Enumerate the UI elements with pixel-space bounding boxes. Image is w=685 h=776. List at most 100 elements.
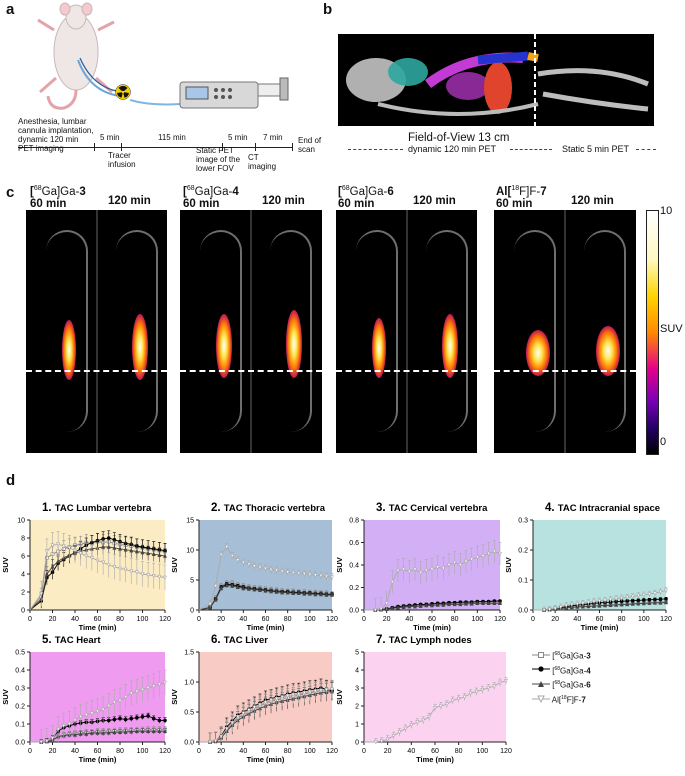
- pet-image-tracer-3: [26, 210, 167, 453]
- timeline-step-static-pet: Static PET image of the lower FOV: [196, 146, 241, 173]
- data-point: [146, 728, 151, 733]
- data-point: [468, 691, 473, 696]
- data-point: [413, 604, 417, 609]
- data-point: [564, 603, 569, 609]
- x-tick-label: 60: [94, 616, 102, 623]
- x-axis-label: Time (min): [247, 755, 285, 764]
- x-tick-label: 20: [384, 748, 392, 755]
- x-tick-label: 100: [471, 616, 483, 623]
- panel-label-d: d: [6, 472, 16, 489]
- legend-item: Al[18F]F-7: [532, 692, 591, 707]
- x-axis-label: Time (min): [79, 623, 117, 632]
- y-tick-label: 1.5: [184, 650, 194, 657]
- tac-chart: 7. TAC Lymph nodes 0 1 2 3 4 5 0 20 40 60 80 100 120 T…: [335, 634, 512, 764]
- data-point: [396, 605, 400, 610]
- y-tick-label: 8: [21, 536, 25, 543]
- data-point: [135, 715, 139, 720]
- data-point: [274, 568, 279, 573]
- data-point: [452, 560, 457, 566]
- x-tick-label: 40: [407, 748, 415, 755]
- data-point: [591, 603, 596, 608]
- data-point: [224, 727, 229, 732]
- data-point: [89, 730, 94, 735]
- data-point: [373, 740, 378, 745]
- data-point: [469, 557, 474, 562]
- data-point: [652, 591, 657, 596]
- data-point: [302, 572, 307, 577]
- legend-item: [68Ga]Ga-3: [532, 648, 591, 663]
- x-tick-label: 100: [137, 748, 149, 755]
- data-point: [430, 602, 434, 608]
- data-point: [163, 680, 167, 686]
- data-point: [580, 601, 585, 606]
- x-tick-label: 0: [362, 616, 366, 623]
- x-tick-label: 20: [551, 616, 559, 623]
- data-point: [285, 570, 290, 575]
- data-point: [134, 548, 139, 554]
- data-point: [625, 601, 630, 607]
- data-point: [106, 544, 111, 549]
- data-point: [330, 687, 334, 692]
- data-point: [630, 594, 635, 600]
- data-point: [157, 574, 162, 580]
- data-point: [95, 558, 100, 564]
- data-point: [418, 571, 423, 576]
- data-point: [269, 568, 274, 573]
- x-tick-label: 20: [217, 616, 225, 623]
- data-point: [163, 553, 167, 558]
- data-point: [235, 584, 240, 589]
- static-pet-label: Static 5 min PET: [562, 144, 630, 154]
- data-point: [106, 704, 111, 709]
- radiation-icon: [115, 84, 131, 100]
- data-point: [330, 592, 334, 597]
- data-point: [318, 574, 323, 579]
- y-tick-label: 6: [21, 554, 25, 561]
- data-point: [129, 691, 134, 696]
- chart-background: [364, 652, 506, 742]
- data-point: [140, 688, 145, 693]
- data-point: [307, 572, 312, 578]
- data-point: [235, 715, 240, 720]
- data-point: [123, 547, 128, 552]
- data-point: [379, 739, 384, 744]
- data-point: [269, 698, 274, 703]
- x-tick-label: 60: [431, 748, 439, 755]
- timeline-tick: [292, 143, 293, 151]
- duration-label: 5 min: [228, 133, 248, 142]
- legend-marker-triangle-down-icon: [532, 695, 550, 703]
- x-tick-label: 20: [49, 748, 57, 755]
- data-point: [558, 605, 563, 610]
- data-point: [274, 697, 279, 702]
- y-tick-label: 0.3: [518, 518, 528, 525]
- data-point: [625, 595, 630, 600]
- y-tick-label: 0.5: [184, 710, 194, 717]
- y-tick-label: 0.4: [349, 563, 359, 570]
- data-point: [481, 600, 485, 606]
- data-point: [157, 718, 162, 723]
- chart-title: 5. TAC Heart: [42, 634, 101, 646]
- data-point: [603, 598, 608, 603]
- data-point: [658, 600, 663, 605]
- data-point: [140, 715, 145, 719]
- data-point: [246, 562, 251, 567]
- colorbar-min: 0: [660, 436, 667, 448]
- data-point: [415, 720, 420, 725]
- data-point: [614, 602, 619, 607]
- data-point: [134, 728, 139, 733]
- mouse-illustration: [37, 2, 125, 110]
- data-point: [163, 575, 167, 581]
- data-point: [636, 593, 641, 599]
- pet-image-tracer-6: [336, 210, 477, 453]
- data-point: [118, 716, 122, 721]
- tac-chart: 4. TAC Intracranial space 0.0 0.1 0.2 0.3 0 20…: [504, 502, 672, 632]
- data-point: [430, 567, 434, 573]
- x-tick-label: 0: [197, 616, 201, 623]
- data-point: [469, 601, 474, 606]
- data-point: [280, 590, 285, 595]
- data-point: [450, 698, 455, 704]
- data-point: [458, 563, 463, 568]
- data-point: [151, 716, 156, 721]
- data-point: [504, 679, 508, 684]
- x-tick-label: 120: [159, 616, 171, 623]
- data-point: [492, 684, 497, 689]
